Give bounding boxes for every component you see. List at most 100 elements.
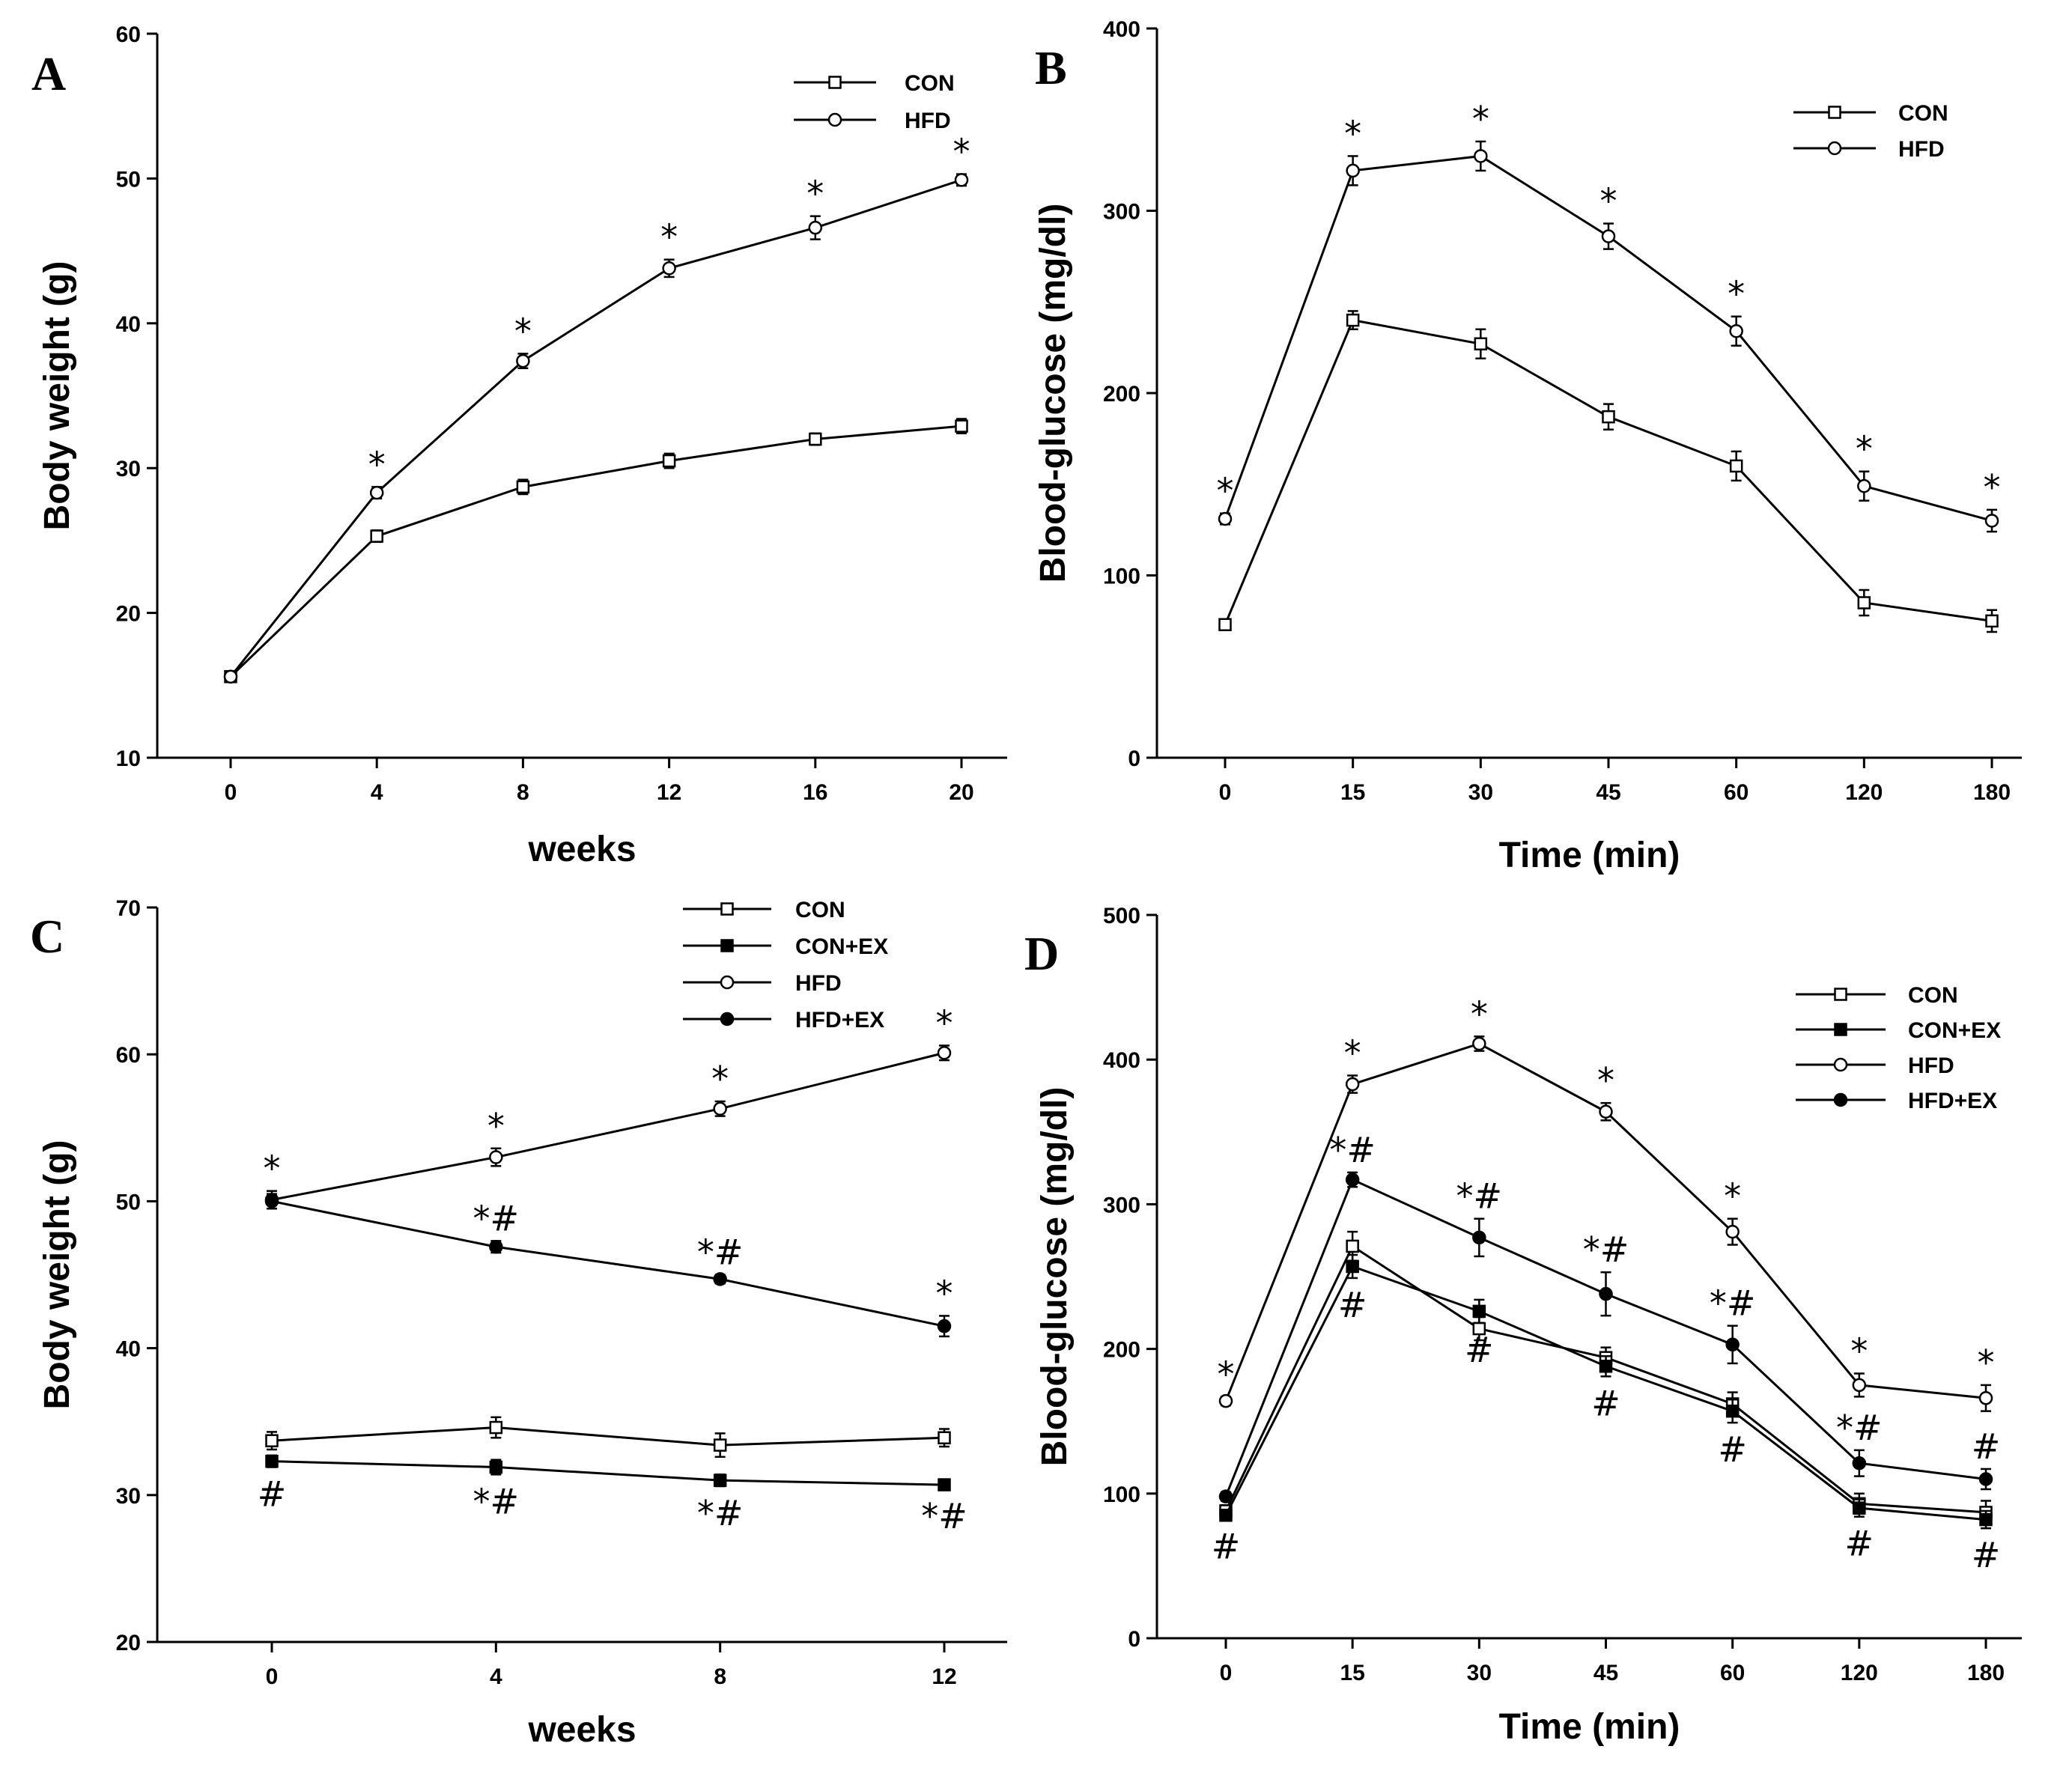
chart-d-series-con-point: [1346, 1239, 1359, 1253]
chart-d-series-con-legend-marker: [1834, 988, 1847, 1001]
chart-b-series-hfd-point: [1601, 229, 1616, 243]
chart-c-series-hfd-ex-point: [264, 1194, 279, 1208]
chart-c-series-hfd-ex-significance-marker: *: [936, 1273, 953, 1313]
chart-d-x-tick-label: 45: [1594, 1661, 1618, 1685]
chart-c-series-con-point: [489, 1420, 503, 1435]
chart-c-series-con-ex-point: [713, 1474, 727, 1487]
chart-b-series-hfd-point: [1218, 511, 1233, 526]
chart-b-x-tick-label: 45: [1596, 780, 1620, 805]
chart-b-y-tick-label: 300: [1103, 200, 1140, 225]
chart-c-series-hfd-ex-line: [271, 1199, 945, 1328]
chart-d-series-con-legend-label: CON: [1908, 983, 1958, 1008]
chart-b-y-tick-label: 0: [1128, 746, 1140, 771]
chart-b-series-con-line: [1224, 318, 1993, 625]
chart-a-x-tick-label: 4: [371, 780, 383, 805]
chart-d-series-con-ex-significance-marker: #: [1845, 1524, 1874, 1564]
chart-d-y-tick-label: 200: [1103, 1338, 1140, 1363]
chart-d-x-tick-label: 120: [1841, 1661, 1878, 1685]
chart-b-series-hfd-significance-marker: *: [1984, 467, 2001, 508]
chart-d-series-hfd-legend-marker: [1833, 1057, 1848, 1072]
chart-d-series-hfd-ex-point: [1345, 1173, 1360, 1187]
chart-d-series-con-ex-significance-marker: #: [1212, 1527, 1241, 1567]
chart-d-series-hfd-ex-point: [1599, 1286, 1613, 1301]
chart-d-series-hfd-ex-legend-label: HFD+EX: [1908, 1089, 1997, 1113]
chart-d-series-hfd-significance-marker: *: [1471, 994, 1488, 1034]
chart-c-y-tick-label: 60: [116, 1043, 141, 1068]
chart-c-x-tick-label: 12: [932, 1664, 956, 1689]
chart-a-series-hfd-significance-marker: *: [806, 174, 824, 214]
chart-c-series-con-point: [938, 1431, 951, 1445]
chart-a-series-hfd-point: [808, 220, 823, 235]
chart-c-series-con-ex-legend-marker: [720, 939, 734, 952]
chart-a-series-hfd-significance-marker: *: [514, 311, 532, 351]
chart-b-series-con-legend-marker: [1828, 106, 1841, 119]
chart-d-y-tick-label: 300: [1103, 1193, 1140, 1217]
chart-d-series-hfd-ex-legend-marker: [1833, 1092, 1848, 1107]
chart-a-series-hfd-significance-marker: *: [953, 132, 970, 172]
chart-b-y-title: Blood-glucose (mg/dl): [1033, 204, 1073, 583]
chart-a-series-con-legend-label: CON: [905, 71, 955, 96]
chart-c-series-con-ex-line: [271, 1460, 945, 1486]
chart-c-series-hfd-legend-label: HFD: [795, 971, 842, 996]
chart-a-series-hfd-point: [369, 485, 384, 500]
chart-b-series-hfd-point: [1857, 478, 1871, 493]
chart-b-series-con-point: [1729, 459, 1743, 473]
chart-b-x-title: Time (min): [1499, 836, 1680, 875]
chart-c-series-con-ex-point: [265, 1454, 279, 1468]
chart-c-series-con-line: [271, 1426, 945, 1447]
chart-c-x-tick-label: 4: [490, 1664, 502, 1689]
chart-b-series-con-point: [1218, 618, 1232, 631]
chart-c-series-hfd-ex-significance-marker: *#: [697, 1232, 744, 1273]
chart-a-series-hfd-point: [223, 669, 238, 684]
chart-a-series-hfd-legend-label: HFD: [905, 109, 951, 133]
chart-b-series-hfd-significance-marker: *: [1217, 471, 1234, 511]
chart-a-x-tick-label: 12: [657, 780, 681, 805]
chart-b-x-tick-label: 15: [1340, 780, 1365, 805]
chart-a-x-tick-label: 16: [803, 780, 827, 805]
chart-c-series-hfd-point: [937, 1045, 952, 1060]
chart-c-x-tick-label: 8: [714, 1664, 726, 1689]
chart-b-series-hfd-point: [1346, 163, 1360, 178]
chart-b-series-hfd-point: [1729, 323, 1743, 338]
chart-a-series-con-line: [229, 425, 962, 678]
chart-b-series-con-point: [1602, 410, 1615, 424]
chart-c-series-hfd-point: [489, 1150, 503, 1164]
chart-b-series-hfd-significance-marker: *: [1600, 181, 1617, 222]
chart-d-series-hfd-ex-point: [1725, 1337, 1740, 1352]
chart-c-series-hfd-significance-marker: *: [487, 1106, 505, 1146]
chart-d-series-hfd-point: [1852, 1378, 1867, 1393]
chart-c-x-title: weeks: [527, 1710, 636, 1750]
chart-a-series-hfd-point: [662, 261, 676, 276]
chart-c-series-hfd-ex-legend-marker: [720, 1012, 735, 1027]
chart-a-y-tick-label: 20: [116, 602, 141, 627]
chart-d-x-tick-label: 15: [1340, 1661, 1364, 1685]
chart-d-series-hfd-ex-significance-marker: *#: [1456, 1176, 1503, 1217]
chart-b-y-tick-label: 400: [1103, 17, 1140, 42]
chart-d-series-hfd-point: [1472, 1036, 1486, 1051]
chart-a-x-title: weeks: [527, 830, 636, 869]
chart-c-series-con-point: [265, 1434, 279, 1447]
chart-b-series-hfd-point: [1474, 149, 1488, 163]
chart-b-series-con-point: [1474, 337, 1488, 351]
chart-c-series-con-point: [713, 1438, 727, 1452]
chart-c-series-hfd-significance-marker: *: [264, 1149, 281, 1189]
chart-d-y-tick-label: 100: [1103, 1482, 1140, 1507]
chart-b-series-hfd-significance-marker: *: [1856, 429, 1873, 469]
chart-b-x-tick-label: 180: [1973, 780, 2011, 805]
chart-d-series-con-ex-significance-marker: #: [1465, 1330, 1494, 1370]
chart-d-series-hfd-significance-marker: *: [1344, 1032, 1361, 1073]
chart-a-x-tick-label: 20: [949, 780, 973, 805]
chart-b-x-tick-label: 0: [1219, 780, 1232, 805]
chart-a-y-tick-label: 50: [116, 167, 141, 192]
chart-d-series-con-ex-significance-marker: #: [1972, 1535, 2001, 1575]
chart-c-series-hfd-ex-legend-label: HFD+EX: [795, 1008, 884, 1032]
chart-b-series-hfd-significance-marker: *: [1472, 99, 1489, 139]
chart-d-series-con-ex-point: [1346, 1259, 1359, 1274]
chart-d-series-con-ex-significance-marker: #: [1591, 1383, 1620, 1423]
chart-c-series-hfd-ex-significance-marker: *#: [473, 1198, 520, 1238]
chart-d-series-hfd-ex-line: [1224, 1178, 1987, 1497]
chart-c-series-con-ex-point: [938, 1478, 951, 1491]
chart-a-y-tick-label: 40: [116, 312, 141, 337]
chart-c-y-tick-label: 70: [116, 896, 141, 921]
